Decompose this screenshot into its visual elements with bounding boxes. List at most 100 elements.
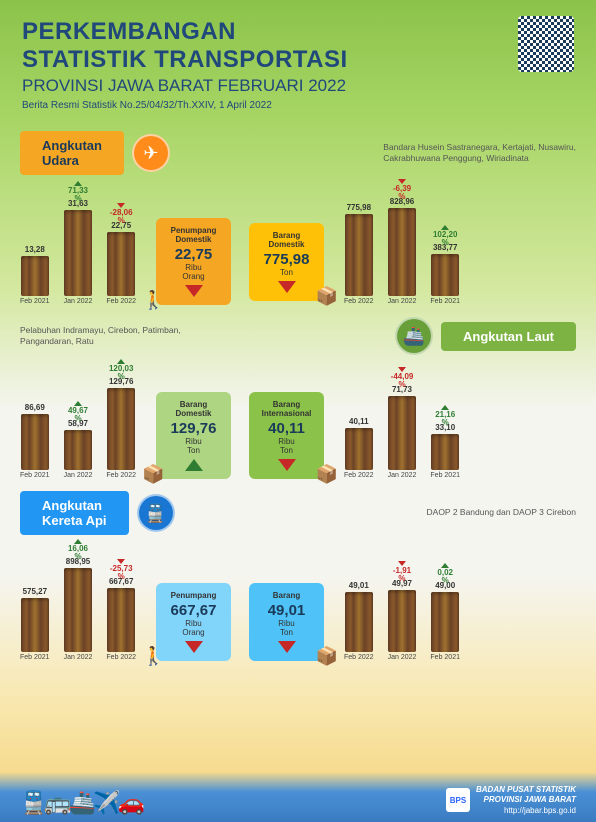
- release-info: Berita Resmi Statistik No.25/04/32/Th.XX…: [22, 100, 574, 111]
- transport-icon: 🚢: [395, 317, 433, 355]
- bar-label: Feb 2021: [430, 298, 460, 305]
- metric-title: Barang: [259, 591, 314, 600]
- bar-value: 13,28: [25, 245, 45, 254]
- metric-icon: 📦: [316, 464, 338, 485]
- delta-down: -44,09%: [391, 367, 414, 389]
- vehicles-icon: 🚆🚌🚢✈️🚗: [20, 790, 142, 816]
- metric-value: 49,01: [259, 602, 314, 619]
- section-badge: AngkutanKereta Api: [20, 491, 129, 535]
- metric-value: 775,98: [259, 251, 314, 268]
- delta-up: 16,06%: [68, 539, 88, 561]
- bar-label: Feb 2021: [430, 472, 460, 479]
- bar-value: 40,11: [349, 417, 369, 426]
- bar-item: 49,67% 58,97 Jan 2022: [64, 419, 93, 479]
- bar-label: Jan 2022: [388, 654, 417, 661]
- header: PERKEMBANGAN STATISTIK TRANSPORTASI PROV…: [0, 0, 596, 119]
- bar-value: 49,01: [349, 581, 369, 590]
- section-badge: Angkutan Laut: [441, 322, 576, 351]
- bar-label: Feb 2022: [106, 654, 136, 661]
- delta-down: -1,91%: [393, 561, 411, 583]
- section-udara: AngkutanUdara✈Bandara Husein Sastranegar…: [20, 131, 576, 305]
- bar: [345, 592, 373, 652]
- metric-icon: 📦: [142, 464, 164, 485]
- bar: [64, 430, 92, 470]
- metric-title: BarangDomestik: [259, 231, 314, 249]
- metric-value: 129,76: [166, 420, 221, 437]
- section-badge: AngkutanUdara: [20, 131, 124, 175]
- delta-down: -6,39%: [393, 179, 411, 201]
- bar-item: 71,33% 31,63 Jan 2022: [64, 199, 93, 305]
- delta-up: 71,33%: [68, 181, 88, 203]
- bar-label: Feb 2022: [106, 472, 136, 479]
- bar: [107, 232, 135, 296]
- bar-item: -1,91% 49,97 Jan 2022: [388, 579, 417, 661]
- metric-box: Barang 49,01 RibuTon 📦: [249, 583, 324, 661]
- bar-item: -6,39% 828,96 Jan 2022: [388, 197, 417, 305]
- bar-label: Feb 2021: [430, 654, 460, 661]
- metric-title: BarangDomestik: [166, 400, 221, 418]
- bar-item: 120,03% 129,76 Feb 2022: [106, 377, 136, 479]
- metric-arrow-down-icon: [278, 281, 296, 293]
- subtitle: PROVINSI JAWA BARAT FEBRUARI 2022: [22, 76, 574, 96]
- delta-up: 0,02%: [437, 563, 453, 585]
- delta-up: 120,03%: [109, 359, 133, 381]
- title-line1: PERKEMBANGAN: [22, 18, 574, 46]
- bar: [431, 592, 459, 652]
- metric-title: BarangInternasional: [259, 400, 314, 418]
- bar-item: 21,16% 33,10 Feb 2021: [430, 423, 460, 479]
- bar-item: -44,09% 71,73 Jan 2022: [388, 385, 417, 479]
- metric-value: 22,75: [166, 246, 221, 263]
- bar-value: 575,27: [23, 587, 47, 596]
- bars-right: 775,98 Feb 2022 -6,39% 828,96 Jan 2022 1…: [344, 197, 460, 305]
- bar-item: 102,20% 383,77 Feb 2021: [430, 243, 460, 305]
- bar: [388, 208, 416, 296]
- metric-arrow-down-icon: [185, 641, 203, 653]
- metric-title: PenumpangDomestik: [166, 226, 221, 244]
- section-caption: DAOP 2 Bandung dan DAOP 3 Cirebon: [427, 507, 576, 518]
- bar-item: 49,01 Feb 2022: [344, 581, 374, 661]
- bar-value: 775,98: [347, 203, 371, 212]
- bar-label: Jan 2022: [388, 298, 417, 305]
- bar: [21, 414, 49, 470]
- metric-icon: 🚶: [142, 646, 164, 667]
- footer-org1: BADAN PUSAT STATISTIK: [476, 785, 576, 795]
- bar-value: 86,69: [25, 403, 45, 412]
- bars-left: 86,69 Feb 2021 49,67% 58,97 Jan 2022 120…: [20, 377, 136, 479]
- metric-box: PenumpangDomestik 22,75 RibuOrang 🚶: [156, 218, 231, 305]
- footer-org2: PROVINSI JAWA BARAT: [476, 795, 576, 805]
- transport-icon: 🚆: [137, 494, 175, 532]
- section-laut: Pelabuhan Indramayu, Cirebon, Patimban,P…: [20, 317, 576, 479]
- delta-up: 102,20%: [433, 225, 457, 247]
- section-caption: Pelabuhan Indramayu, Cirebon, Patimban,P…: [20, 325, 181, 347]
- metric-box: Penumpang 667,67 RibuOrang 🚶: [156, 583, 231, 661]
- bar: [64, 568, 92, 652]
- bar: [388, 590, 416, 652]
- bar-label: Feb 2022: [344, 654, 374, 661]
- bar-label: Feb 2022: [106, 298, 136, 305]
- bar: [431, 254, 459, 296]
- bars-left: 575,27 Feb 2021 16,06% 898,95 Jan 2022 -…: [20, 557, 136, 661]
- bar: [345, 214, 373, 296]
- metric-arrow-up-icon: [185, 459, 203, 471]
- metric-value: 667,67: [166, 602, 221, 619]
- bar: [431, 434, 459, 470]
- delta-up: 49,67%: [68, 401, 88, 423]
- footer-logo-block: BPS BADAN PUSAT STATISTIK PROVINSI JAWA …: [446, 785, 576, 816]
- metric-icon: 📦: [316, 286, 338, 307]
- bar: [107, 588, 135, 652]
- bars-left: 13,28 Feb 2021 71,33% 31,63 Jan 2022 -28…: [20, 199, 136, 305]
- bar-item: 86,69 Feb 2021: [20, 403, 50, 479]
- metric-box: BarangDomestik 775,98 Ton 📦: [249, 223, 324, 301]
- title-line2: STATISTIK TRANSPORTASI: [22, 46, 574, 74]
- metric-icon: 🚶: [142, 290, 164, 311]
- bar-item: 775,98 Feb 2022: [344, 203, 374, 305]
- metric-box: BarangDomestik 129,76 RibuTon 📦: [156, 392, 231, 479]
- metric-box: BarangInternasional 40,11 RibuTon 📦: [249, 392, 324, 479]
- bar-label: Jan 2022: [64, 298, 93, 305]
- bar-label: Jan 2022: [64, 472, 93, 479]
- metric-icon: 📦: [316, 646, 338, 667]
- section-caption: Bandara Husein Sastranegara, Kertajati, …: [383, 142, 576, 164]
- metric-arrow-down-icon: [278, 641, 296, 653]
- bar-item: -25,73% 667,67 Feb 2022: [106, 577, 136, 661]
- metric-arrow-down-icon: [185, 285, 203, 297]
